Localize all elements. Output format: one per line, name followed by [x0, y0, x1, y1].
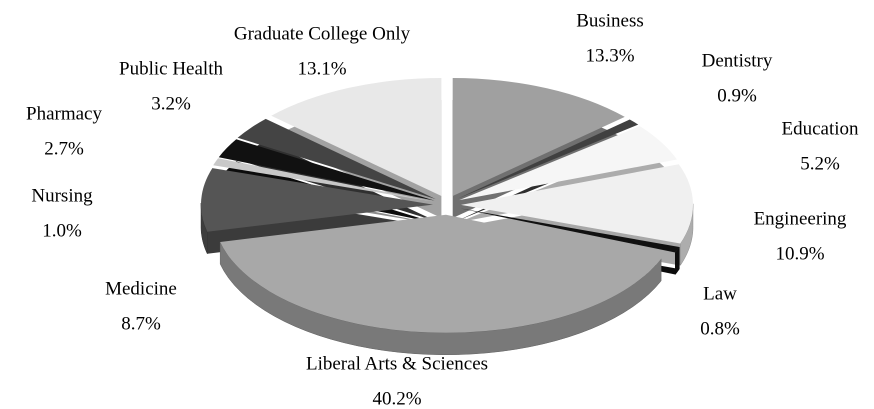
slice-value-label: 13.1% — [297, 58, 346, 79]
slice-top — [213, 158, 434, 202]
slice-label: Pharmacy — [26, 103, 102, 124]
slice-value-label: 0.8% — [700, 318, 740, 339]
slice-top — [460, 164, 693, 244]
slice-value-label: 8.7% — [121, 313, 161, 334]
slice-top — [452, 78, 625, 197]
slice-value-label: 1.0% — [42, 220, 82, 241]
slice-label: Public Health — [119, 58, 223, 79]
slice-label: Dentistry — [702, 50, 773, 71]
slice-label: Medicine — [105, 278, 177, 299]
slice — [219, 214, 662, 356]
slice-value-label: 5.2% — [800, 153, 840, 174]
slice-top — [457, 119, 639, 199]
slice-value-label: 40.2% — [372, 388, 421, 409]
slice-value-label: 0.9% — [717, 85, 757, 106]
slice-top — [237, 118, 436, 200]
slice-top — [220, 214, 662, 333]
slice — [271, 78, 442, 219]
slice-value-label: 2.7% — [44, 138, 84, 159]
slice — [460, 164, 694, 267]
slice-label: Engineering — [754, 208, 847, 229]
slice-label: Liberal Arts & Sciences — [306, 353, 488, 374]
slice-label: Business — [576, 10, 644, 31]
slice-value-label: 13.3% — [585, 45, 634, 66]
slice-top — [459, 126, 677, 201]
slice-label: Graduate College Only — [234, 23, 411, 44]
slice-value-label: 3.2% — [151, 93, 191, 114]
slice-top — [460, 208, 680, 253]
slice-value-label: 10.9% — [775, 243, 824, 264]
slice-top — [201, 168, 434, 232]
slice-label: Law — [703, 283, 737, 304]
slice-label: Education — [781, 118, 859, 139]
slice-top — [218, 139, 435, 201]
slice-label: Nursing — [31, 185, 93, 206]
slice-top — [271, 78, 442, 197]
